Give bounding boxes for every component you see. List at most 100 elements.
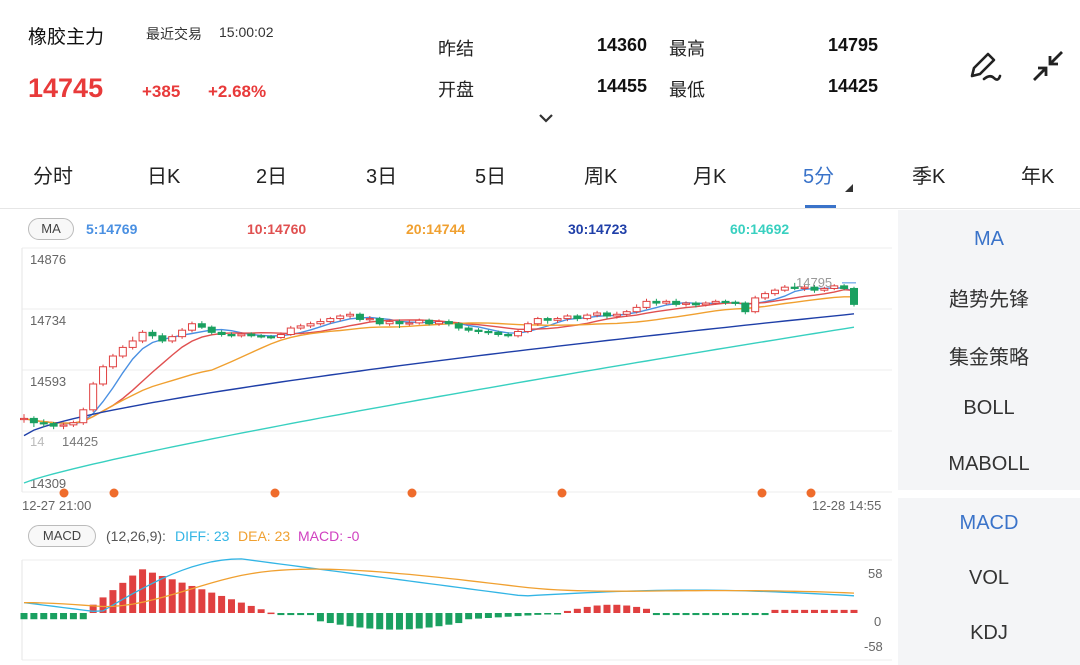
ma30-value: 30:14723 (568, 221, 628, 237)
candle-body (494, 331, 503, 335)
candle-body (306, 323, 315, 327)
candle-body (800, 286, 809, 289)
stat-label-open: 开盘 (438, 80, 474, 100)
candle-body (276, 333, 285, 339)
macd-bar (781, 609, 789, 613)
high-mark: 14795 (796, 275, 832, 290)
stat-value-open: 14455 (596, 76, 647, 96)
event-dot (109, 488, 119, 498)
candle-body (682, 302, 691, 305)
macd-bar (178, 582, 186, 613)
macd-bar (316, 613, 324, 622)
recent-trade-label: 最近交易 (146, 26, 202, 42)
macd-bar (109, 590, 117, 613)
macd-bar (840, 609, 848, 613)
macd-badge[interactable]: MACD (28, 525, 96, 547)
macd-bar (692, 613, 700, 616)
macd-bar (563, 610, 571, 613)
tab-year-k[interactable]: 年K (1021, 166, 1055, 188)
candle-body (197, 323, 206, 328)
diff-line (23, 558, 855, 612)
event-dot (407, 488, 417, 498)
macd-bar (99, 597, 107, 613)
candle-body (583, 314, 592, 320)
active-tab-indicator (805, 205, 836, 208)
panel-divider (898, 490, 1080, 498)
macd-bar (722, 613, 730, 616)
candle-body (257, 335, 266, 338)
candle-body (39, 422, 48, 425)
pen-icon[interactable] (962, 44, 1006, 88)
tab-day-k[interactable]: 日K (147, 166, 181, 188)
ma60-value: 60:14692 (730, 221, 790, 237)
tab-3day[interactable]: 3日 (366, 166, 398, 188)
tab-5min[interactable]: 5分 (803, 166, 835, 188)
tab-month-k[interactable]: 月K (693, 166, 727, 188)
macd-bar (415, 613, 423, 629)
macd-bar (573, 608, 581, 613)
macd-bar (712, 613, 720, 616)
macd-bar (148, 572, 156, 613)
collapse-arrows-icon[interactable] (1026, 44, 1070, 88)
candle-body (336, 315, 345, 320)
macd-bar (425, 613, 433, 628)
ma20-line (23, 296, 854, 424)
candle-body (267, 336, 276, 339)
indicator-maboll[interactable]: MABOLL (948, 453, 1030, 475)
macd-bar (633, 606, 641, 613)
candle-body (148, 331, 157, 337)
macd-bar (307, 613, 315, 616)
macd-bar (30, 613, 38, 620)
candle-body (770, 289, 779, 295)
macd-bar (791, 609, 799, 613)
macd-bar (376, 613, 384, 630)
candlestick-chart[interactable]: 14876 14734 14593 14309 14795 14425 14 12-27 21… (0, 240, 898, 515)
indicator-ma[interactable]: MA (974, 228, 1004, 250)
stat-value-prev-settle: 14360 (596, 35, 647, 55)
candle-body (622, 311, 631, 315)
candle-body (29, 417, 38, 424)
tab-fenshi[interactable]: 分时 (33, 166, 73, 188)
macd-bar (643, 608, 650, 613)
candle-body (602, 312, 611, 317)
tab-week-k[interactable]: 周K (584, 166, 618, 188)
candle-body (375, 318, 384, 325)
indicator-strategy[interactable]: 集金策略 (949, 347, 1029, 369)
candle-body (296, 325, 305, 329)
y-tick-label: 14876 (30, 252, 66, 267)
macd-bar (820, 609, 828, 613)
ma-badge[interactable]: MA (28, 218, 74, 240)
macd-bar (494, 613, 502, 618)
macd-tick-zero: 0 (874, 614, 881, 629)
macd-chart[interactable]: 58 0 -58 (0, 552, 898, 665)
tab-5day[interactable]: 5日 (475, 166, 507, 188)
macd-bar (771, 609, 779, 613)
low-mark-prefix: 14 (30, 434, 44, 449)
macd-bar (662, 613, 670, 616)
macd-bar (395, 613, 403, 630)
macd-bar (465, 613, 473, 620)
candle-body (444, 321, 453, 325)
tab-2day[interactable]: 2日 (256, 166, 288, 188)
candle-body (405, 322, 414, 325)
ma60-line (23, 326, 855, 484)
candle-body (395, 321, 404, 325)
stat-label-prev-settle: 昨结 (438, 39, 474, 59)
macd-bar (297, 613, 305, 616)
indicator-macd[interactable]: MACD (959, 512, 1019, 534)
macd-bar (761, 613, 769, 616)
indicator-boll[interactable]: BOLL (963, 397, 1015, 419)
macd-bar (188, 585, 196, 613)
candle-body (365, 318, 374, 321)
indicator-vol[interactable]: VOL (968, 567, 1010, 589)
macd-bar (69, 613, 77, 620)
macd-bar (850, 609, 858, 613)
ma10-value: 10:14760 (247, 221, 307, 237)
candle-body (158, 335, 167, 342)
tab-season-k[interactable]: 季K (912, 166, 946, 188)
macd-bar (652, 613, 660, 616)
indicator-trend[interactable]: 趋势先锋 (949, 289, 1029, 311)
indicator-kdj[interactable]: KDJ (970, 622, 1008, 644)
candle-body (454, 323, 463, 329)
chevron-down-icon[interactable] (538, 112, 554, 124)
